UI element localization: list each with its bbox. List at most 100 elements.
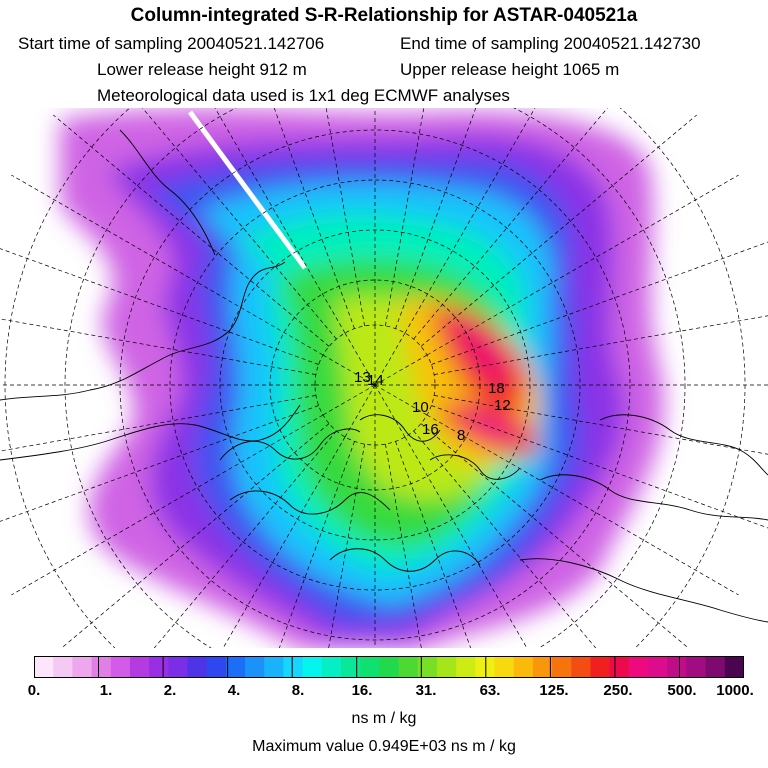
start-time: Start time of sampling 20040521.142706 (18, 34, 325, 53)
colorbar-swatch (628, 656, 649, 678)
colorbar-swatch (187, 656, 208, 678)
meridian-line (142, 108, 337, 340)
colorbar-swatch (302, 656, 323, 678)
colorbar-swatch (532, 656, 553, 678)
meridian-line (325, 108, 365, 326)
meteorological-data: Meteorological data used is 1x1 deg ECMW… (97, 86, 510, 105)
colorbar-swatch (149, 656, 169, 678)
colorbar-tick-label: 0. (27, 682, 41, 699)
colorbar-swatch (571, 656, 592, 678)
colorbar-swatch (283, 656, 304, 678)
plot-title: Column-integrated S-R-Relationship for A… (130, 5, 638, 26)
meridian-line (222, 436, 346, 648)
meridian-line (322, 384, 376, 416)
colorbar-swatch (513, 656, 534, 678)
colorbar-swatch (475, 656, 496, 678)
grid-label: 14 (367, 372, 384, 389)
end-time: End time of sampling 20040521.142730 (400, 34, 701, 53)
colorbar-tick-label: 4. (227, 682, 241, 699)
colorbar-swatch (494, 656, 515, 678)
meridian-line (322, 354, 376, 386)
latitude-circle (119, 129, 631, 641)
coastlines (0, 129, 768, 623)
colorbar-swatch (552, 656, 572, 678)
meridian-line (53, 114, 330, 347)
meridian-line (420, 114, 697, 347)
colorbar-tick-label: 1000. (716, 682, 754, 699)
meridian-line (0, 318, 316, 375)
meridian-line (214, 108, 346, 334)
grid-label: 18 (488, 380, 505, 397)
concentration-field (60, 108, 664, 648)
meridian-line (374, 384, 406, 438)
colorbar-swatch (379, 656, 400, 678)
meridian-line (404, 436, 528, 648)
colorbar-tick-label: 1. (99, 682, 113, 699)
colorbar-tick-label: 2. (163, 682, 177, 699)
grid-label: 12 (494, 397, 511, 414)
colorbar-tick-label: 16. (351, 682, 373, 699)
colorbar-swatch (341, 656, 361, 678)
colorbar-swatch (72, 656, 93, 678)
colorbar-swatch (264, 656, 285, 678)
colorbar-swatch (91, 656, 112, 678)
grid-labels: 13 14 10 18 16 12 8 (354, 369, 511, 444)
grid-label: 16 (422, 421, 439, 438)
colorbar-tick-label: 125. (539, 682, 569, 699)
meridian-line (61, 423, 330, 648)
meridian-line (385, 444, 422, 648)
colorbar-swatch (53, 656, 73, 678)
meridian-line (11, 414, 324, 596)
colorbar-swatch (686, 656, 707, 678)
meridian-line (11, 174, 324, 356)
lower-release-height: Lower release height 912 m (97, 60, 307, 79)
colorbar-tick-label: 31. (415, 682, 437, 699)
graticule (0, 108, 768, 648)
meridian-line (426, 414, 739, 596)
meridian-line (385, 108, 425, 326)
grid-label: 10 (412, 399, 429, 416)
colorbar-swatch (590, 656, 611, 678)
colorbar-tick-label: 500. (667, 682, 697, 699)
meridian-line (420, 423, 689, 648)
colorbar-swatch (206, 656, 227, 678)
meridian-line (374, 332, 406, 386)
meridian-line (344, 332, 376, 386)
latitude-circle (64, 108, 686, 648)
meridian-line (413, 108, 608, 340)
colorbar-swatch (648, 656, 668, 678)
meridian-line (374, 384, 428, 416)
colorbar-swatch (667, 656, 688, 678)
colorbar-swatch (417, 656, 438, 678)
colorbar-swatch (129, 656, 150, 678)
colorbar-swatch (168, 656, 189, 678)
latitude-circle (169, 179, 581, 591)
meridian-line (374, 354, 428, 386)
meridian-line (434, 315, 768, 375)
colorbar-swatch (456, 656, 476, 678)
meridian-line (328, 444, 365, 648)
meridian-line (404, 108, 536, 334)
meridian-line (413, 430, 597, 648)
colorbar-swatch (321, 656, 342, 678)
colorbar-swatch (245, 656, 265, 678)
colorbar-swatch (705, 656, 726, 678)
grid-label: 13 (354, 369, 371, 386)
colorbar-swatch (225, 656, 246, 678)
meridian-line (426, 174, 739, 356)
colorbar-tick-label: 8. (291, 682, 305, 699)
meridian-line (153, 430, 337, 648)
colorbar-unit: ns m / kg (351, 710, 417, 727)
maximum-value: Maximum value 0.949E+03 ns m / kg (252, 738, 516, 755)
colorbar-swatch (110, 656, 131, 678)
colorbar-tick-label: 250. (603, 682, 633, 699)
polar-map: 13 14 10 18 16 12 8 (0, 108, 768, 648)
colorbar-swatch (34, 656, 54, 678)
colorbar-tick-label: 63. (479, 682, 501, 699)
colorbar-swatch (360, 656, 381, 678)
meridian-line (434, 395, 768, 455)
colorbar (34, 656, 744, 678)
colorbar-frame (34, 656, 744, 678)
colorbar-swatch (724, 656, 744, 678)
colorbar-swatch (436, 656, 457, 678)
